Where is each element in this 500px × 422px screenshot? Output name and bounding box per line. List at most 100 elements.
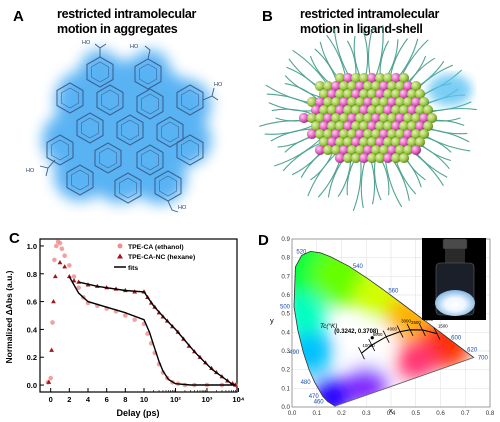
legend-marker-hexane (117, 253, 123, 259)
legend: TPE-CA (ethanol) TPE-CA-NC (hexane) fits (114, 243, 195, 272)
panel-b-title: restricted intramolecular motion in liga… (300, 7, 439, 37)
data-point-hexane (51, 298, 56, 304)
ligand-chain (352, 158, 362, 211)
y-tick-label: 1.0 (27, 242, 37, 251)
y-axis-label: Normalized ΔAbs (a.u.) (4, 270, 14, 363)
wavelength-label: 600 (451, 335, 462, 341)
acid-label-2: HO (130, 44, 139, 50)
temperature-label: 2500 (411, 320, 421, 325)
wavelength-label: 560 (388, 288, 399, 294)
core-atom-green (398, 152, 410, 164)
data-point-hexane (52, 273, 58, 279)
plot-frame (291, 238, 491, 408)
x-tick-label: 10² (170, 395, 181, 404)
legend-ethanol: TPE-CA (ethanol) (128, 244, 184, 251)
ligand-chain (374, 158, 382, 201)
plot-frame (39, 238, 238, 393)
spectral-locus (293, 250, 475, 407)
ligand-chain (268, 102, 314, 112)
ligand-chain (360, 158, 367, 209)
wavelength-label: 480 (301, 380, 312, 386)
wavelength-label: 700 (478, 355, 489, 361)
y-tick-label: 0.2 (27, 353, 37, 362)
data-point-ethanol (62, 253, 67, 258)
ligand-chain (367, 27, 374, 78)
data-point-hexane (66, 273, 72, 279)
axis-ticks: 0.0 0.2 0.4 0.6 0.8 1.0 0 2 4 6 8 10 10² 10³ 10⁴ (27, 242, 245, 404)
vial-inset (422, 238, 486, 320)
temperature-label: 4000 (387, 327, 397, 332)
data-point-ethanol (76, 285, 81, 290)
ligand-chain (379, 157, 390, 196)
panel-d-label: D (258, 232, 269, 249)
data-point-ethanol (57, 240, 63, 246)
isotherm-tick (358, 347, 365, 360)
wavelength-label: 500 (280, 304, 291, 310)
fit-line (68, 276, 236, 386)
data-point-ethanol (48, 375, 53, 381)
legend-fits: fits (128, 265, 138, 272)
panel-c-label: C (9, 230, 20, 247)
y-tick-label: 0.5 (281, 311, 290, 318)
legend-hexane: TPE-CA-NC (hexane) (128, 254, 195, 261)
temperature-label: 3000 (401, 319, 411, 324)
y-tick-label: 0.6 (27, 298, 37, 307)
ligand-chain (264, 124, 314, 135)
data-point-ethanol (71, 274, 77, 279)
ligand-chain (384, 156, 403, 208)
data-point-ethanol (123, 313, 128, 318)
ligand-chain (379, 40, 390, 79)
temperature-label: 1500 (438, 324, 448, 329)
acid-group-labels: HO HO HO HO HO (26, 40, 223, 211)
data-point-ethanol (67, 263, 72, 268)
ligand-chain (369, 158, 376, 205)
x-axis-label: Delay (ps) (116, 408, 159, 418)
x-tick-label: 0.1 (312, 410, 321, 417)
x-tick-label: 10 (140, 395, 148, 404)
data-point-hexane (57, 260, 63, 265)
vial-cap (442, 238, 468, 250)
core-atom-pink (410, 144, 422, 156)
x-tick-label: 10⁴ (232, 395, 244, 404)
data-series (45, 239, 238, 388)
data-point-ethanol (59, 246, 65, 252)
ligand-chain (307, 151, 338, 197)
x-tick-label: 0.2 (337, 410, 346, 417)
ligand-chain (362, 31, 369, 78)
gamut-color-blob (346, 323, 391, 368)
panel-b-label: B (262, 8, 273, 25)
cie-point-label: (0.3242, 0.3708) (334, 329, 378, 335)
metal-core (298, 72, 438, 164)
data-point-ethanol (53, 243, 59, 249)
x-axis-label: x (389, 406, 393, 415)
x-tick-label: 0.5 (411, 410, 420, 417)
panel-a-title: restricted intramolecular motion in aggr… (57, 7, 196, 37)
ligand-chain (353, 35, 362, 78)
data-point-ethanol (50, 320, 55, 325)
wavelength-label: 540 (353, 264, 364, 270)
x-tick-label: 4 (86, 395, 91, 404)
x-tick-label: 0.4 (387, 410, 396, 417)
isotherm-tick (433, 327, 441, 340)
x-tick-label: 0.8 (486, 410, 495, 417)
y-tick-label: 0.9 (281, 236, 290, 243)
data-point-hexane (62, 264, 68, 269)
isotherm-tick (406, 323, 414, 336)
x-tick-label: 6 (105, 395, 109, 404)
acid-label-4: HO (26, 168, 35, 174)
acid-label-5: HO (178, 205, 187, 211)
y-tick-label: 0.8 (27, 270, 37, 279)
temperature-label: 6000 (373, 332, 383, 337)
panel-a-title-line2: motion in aggregates (57, 22, 178, 36)
acid-label-3: HO (214, 82, 223, 88)
panel-b-title-line1: restricted intramolecular (300, 7, 440, 21)
temperature-label: 10000 (362, 343, 375, 348)
acid-label-1: HO (82, 40, 91, 46)
acid-groups (39, 43, 219, 213)
y-tick-label: 0.8 (281, 255, 290, 262)
vial-emission (435, 290, 475, 316)
boundary-line (334, 357, 474, 407)
wavelength-label: 620 (467, 347, 478, 353)
cie-point (370, 336, 374, 340)
y-tick-label: 0.4 (27, 325, 38, 334)
